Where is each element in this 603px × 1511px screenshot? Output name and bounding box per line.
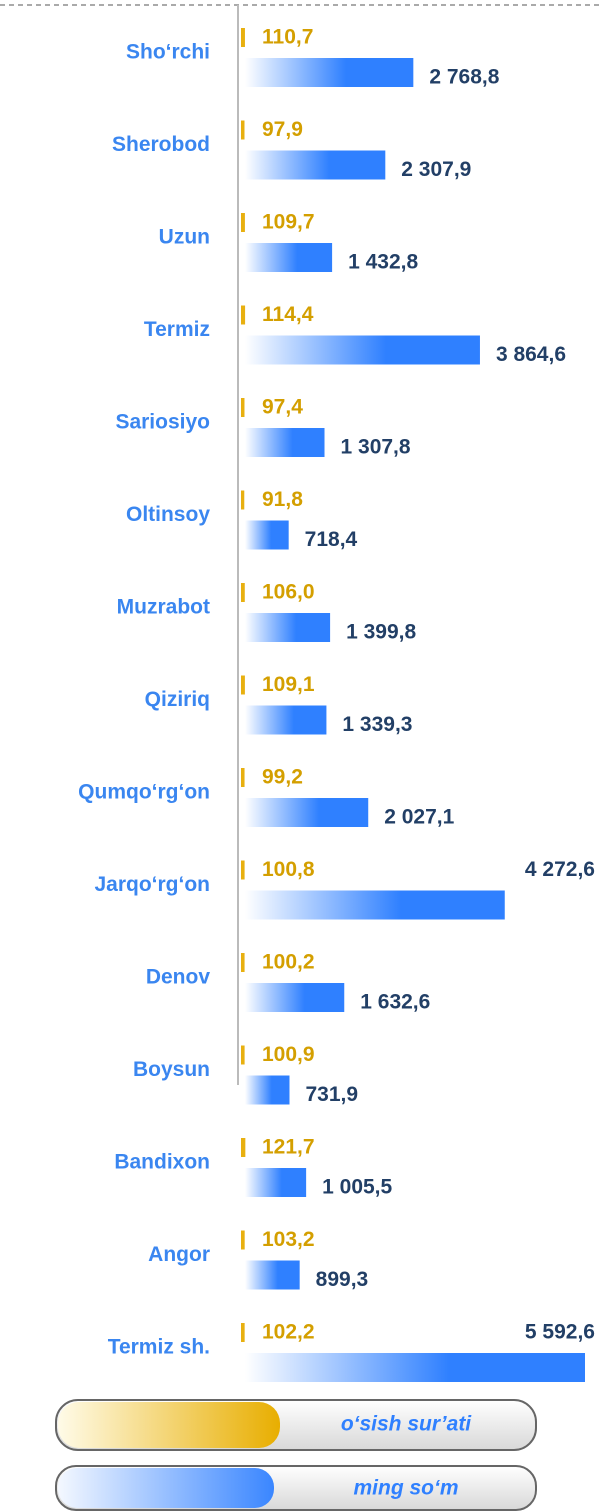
value-label: 718,4 — [305, 528, 358, 551]
growth-bar — [241, 1045, 245, 1065]
growth-bar — [241, 1230, 245, 1250]
value-bar — [245, 1353, 585, 1382]
value-label: 1 307,8 — [341, 436, 411, 459]
category-label: Termiz — [144, 318, 210, 341]
value-bar — [245, 890, 505, 920]
value-label: 1 632,6 — [360, 991, 430, 1014]
legend-label: o‘sish sur’ati — [341, 1413, 472, 1436]
growth-label: 102,2 — [262, 1321, 315, 1344]
growth-label: 109,7 — [262, 211, 315, 234]
value-bar — [245, 1260, 300, 1290]
category-label: Oltinsoy — [126, 503, 210, 526]
value-label: 2 768,8 — [429, 66, 499, 89]
growth-bar — [241, 28, 245, 47]
growth-bar — [241, 860, 245, 880]
category-label: Denov — [146, 966, 211, 989]
growth-bar — [241, 768, 245, 787]
value-label: 1 005,5 — [322, 1176, 392, 1199]
growth-label: 121,7 — [262, 1136, 315, 1159]
legend-swatch — [58, 1402, 280, 1448]
value-bar — [245, 243, 333, 272]
value-bar — [245, 1075, 290, 1105]
value-label: 1 399,8 — [346, 621, 416, 644]
category-label: Jarqo‘rg‘on — [94, 873, 210, 896]
growth-label: 110,7 — [262, 26, 313, 49]
growth-label: 97,9 — [262, 118, 303, 141]
category-label: Qumqo‘rg‘on — [78, 781, 210, 804]
growth-bar — [241, 213, 245, 232]
value-bar — [245, 705, 327, 735]
growth-bar — [241, 583, 245, 602]
growth-label: 103,2 — [262, 1228, 315, 1251]
growth-label: 100,2 — [262, 951, 315, 974]
category-label: Uzun — [159, 226, 210, 249]
legend-label: ming so‘m — [353, 1477, 458, 1500]
value-bar — [245, 58, 414, 87]
value-bar — [245, 983, 345, 1012]
growth-bar — [241, 953, 245, 972]
growth-label: 100,9 — [262, 1043, 315, 1066]
value-bar — [245, 428, 325, 457]
growth-label: 114,4 — [262, 303, 314, 326]
value-label: 5 592,6 — [525, 1321, 595, 1344]
category-label: Sherobod — [112, 133, 210, 156]
category-label: Muzrabot — [117, 596, 210, 619]
growth-label: 106,0 — [262, 581, 315, 604]
value-label: 2 307,9 — [401, 158, 471, 181]
growth-label: 109,1 — [262, 673, 315, 696]
category-label: Termiz sh. — [108, 1336, 210, 1359]
value-label: 2 027,1 — [384, 806, 454, 829]
category-label: Bandixon — [114, 1151, 210, 1174]
category-label: Boysun — [133, 1058, 210, 1081]
value-bar — [245, 1168, 307, 1197]
growth-label: 100,8 — [262, 858, 315, 881]
growth-bar — [241, 1323, 245, 1342]
growth-label: 97,4 — [262, 396, 303, 419]
value-label: 1 339,3 — [342, 713, 412, 736]
value-label: 1 432,8 — [348, 251, 418, 274]
category-label: Qiziriq — [145, 688, 210, 711]
growth-label: 91,8 — [262, 488, 303, 511]
value-label: 4 272,6 — [525, 858, 595, 881]
growth-bar — [241, 675, 245, 695]
legend-swatch — [58, 1468, 274, 1508]
value-bar — [245, 798, 369, 827]
growth-bar — [241, 398, 245, 417]
category-label: Angor — [148, 1243, 210, 1266]
value-bar — [245, 520, 289, 550]
value-label: 731,9 — [305, 1083, 358, 1106]
value-label: 899,3 — [316, 1268, 369, 1291]
growth-bar — [241, 1138, 246, 1157]
growth-bar — [241, 305, 246, 325]
value-label: 3 864,6 — [496, 343, 566, 366]
growth-bar — [241, 490, 245, 510]
category-label: Sariosiyo — [115, 411, 210, 434]
value-bar — [245, 335, 480, 365]
legend: o‘sish sur’ati ming so‘m — [55, 1399, 537, 1511]
growth-label: 99,2 — [262, 766, 303, 789]
category-label: Sho‘rchi — [126, 41, 210, 64]
growth-bar — [241, 120, 245, 140]
value-bar — [245, 613, 331, 642]
value-bar — [245, 150, 386, 180]
